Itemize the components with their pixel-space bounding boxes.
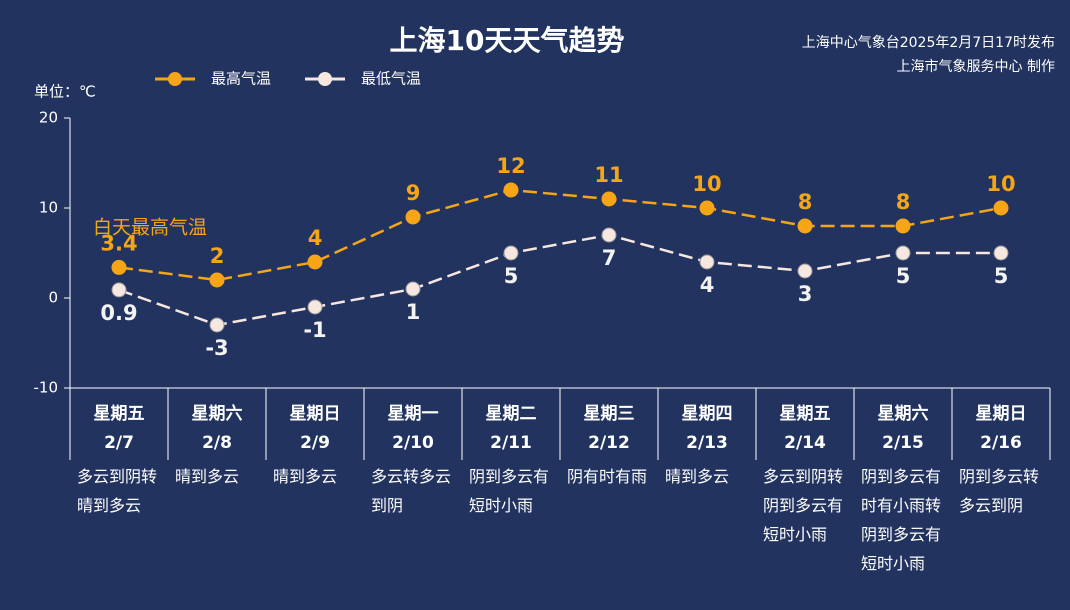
weather-text: 阴有时有雨 <box>567 467 648 486</box>
value-label: 1 <box>406 300 421 324</box>
value-label: 0.9 <box>100 301 137 325</box>
weather-text: 多云到阴转阴到多云有短时小雨 <box>763 467 844 544</box>
x-tick-label: 星期日 <box>976 404 1027 424</box>
value-label: 12 <box>496 154 525 178</box>
date-label: 2/16 <box>980 433 1022 453</box>
x-tick-label: 星期六 <box>878 403 929 424</box>
value-label: 11 <box>594 163 623 187</box>
point <box>797 263 813 279</box>
value-label: 4 <box>700 273 715 297</box>
y-axis-label: 单位：℃ <box>34 83 96 101</box>
date-label: 2/14 <box>784 433 826 453</box>
legend-label: 最高气温 <box>211 70 271 88</box>
weather-text: 多云到阴转晴到多云 <box>77 467 158 515</box>
date-label: 2/15 <box>882 433 924 453</box>
value-label: 5 <box>896 264 911 288</box>
weather-text: 晴到多云 <box>665 467 730 486</box>
date-label: 2/13 <box>686 433 728 453</box>
point <box>993 245 1009 261</box>
point <box>797 218 813 234</box>
y-tick-label: 0 <box>48 289 58 307</box>
point <box>111 282 127 298</box>
value-label: 9 <box>406 181 421 205</box>
date-label: 2/11 <box>490 433 532 453</box>
x-tick-label: 星期一 <box>388 404 439 424</box>
subtitle: 上海市气象服务中心 制作 <box>897 58 1055 75</box>
weather-text: 阴到多云有短时小雨 <box>469 467 550 515</box>
x-tick-label: 星期二 <box>486 404 537 424</box>
point <box>209 272 225 288</box>
point <box>601 227 617 243</box>
point <box>209 317 225 333</box>
x-tick-label: 星期三 <box>584 404 635 424</box>
point <box>699 200 715 216</box>
annotation: 白天最高气温 <box>93 217 207 239</box>
weather-text: 阴到多云转多云到阴 <box>959 467 1040 515</box>
x-tick-label: 星期五 <box>94 404 145 424</box>
point <box>111 259 127 275</box>
legend-label: 最低气温 <box>361 70 421 88</box>
point <box>307 299 323 315</box>
value-label: 10 <box>986 172 1015 196</box>
x-tick-label: 星期四 <box>682 404 733 424</box>
point <box>993 200 1009 216</box>
point <box>405 209 421 225</box>
value-label: 7 <box>602 246 617 270</box>
point <box>895 218 911 234</box>
y-tick-label: 10 <box>39 199 58 217</box>
value-label: 8 <box>798 190 813 214</box>
legend-marker <box>168 72 182 86</box>
chart-title: 上海10天天气趋势 <box>390 24 625 57</box>
x-tick-label: 星期日 <box>290 404 341 424</box>
value-label: -1 <box>303 318 326 342</box>
y-tick-label: 20 <box>39 109 58 127</box>
series-line <box>118 233 1001 327</box>
value-label: -3 <box>205 336 228 360</box>
point <box>503 245 519 261</box>
value-label: 2 <box>210 244 225 268</box>
subtitle: 上海中心气象台2025年2月7日17时发布 <box>802 35 1055 51</box>
point <box>699 254 715 270</box>
value-label: 3.4 <box>100 231 137 255</box>
x-tick-label: 星期五 <box>780 404 831 424</box>
x-tick-label: 星期六 <box>192 403 243 424</box>
legend-marker <box>318 72 332 86</box>
date-label: 2/10 <box>392 433 434 453</box>
value-label: 8 <box>896 190 911 214</box>
value-label: 5 <box>504 264 519 288</box>
value-label: 10 <box>692 172 721 196</box>
point <box>503 182 519 198</box>
series-line <box>118 188 1002 282</box>
date-label: 2/8 <box>202 433 232 453</box>
date-label: 2/7 <box>104 433 134 453</box>
point <box>405 281 421 297</box>
y-tick-label: -10 <box>34 379 59 397</box>
weather-text: 晴到多云 <box>175 467 240 486</box>
point <box>895 245 911 261</box>
value-label: 5 <box>994 264 1009 288</box>
point <box>307 254 323 270</box>
weather-text: 晴到多云 <box>273 467 338 486</box>
weather-text: 多云转多云到阴 <box>371 467 452 515</box>
value-label: 3 <box>798 282 813 306</box>
point <box>601 191 617 207</box>
date-label: 2/12 <box>588 433 630 453</box>
weather-text: 阴到多云有时有小雨转阴到多云有短时小雨 <box>861 467 942 573</box>
value-label: 4 <box>308 226 323 250</box>
date-label: 2/9 <box>300 433 330 453</box>
